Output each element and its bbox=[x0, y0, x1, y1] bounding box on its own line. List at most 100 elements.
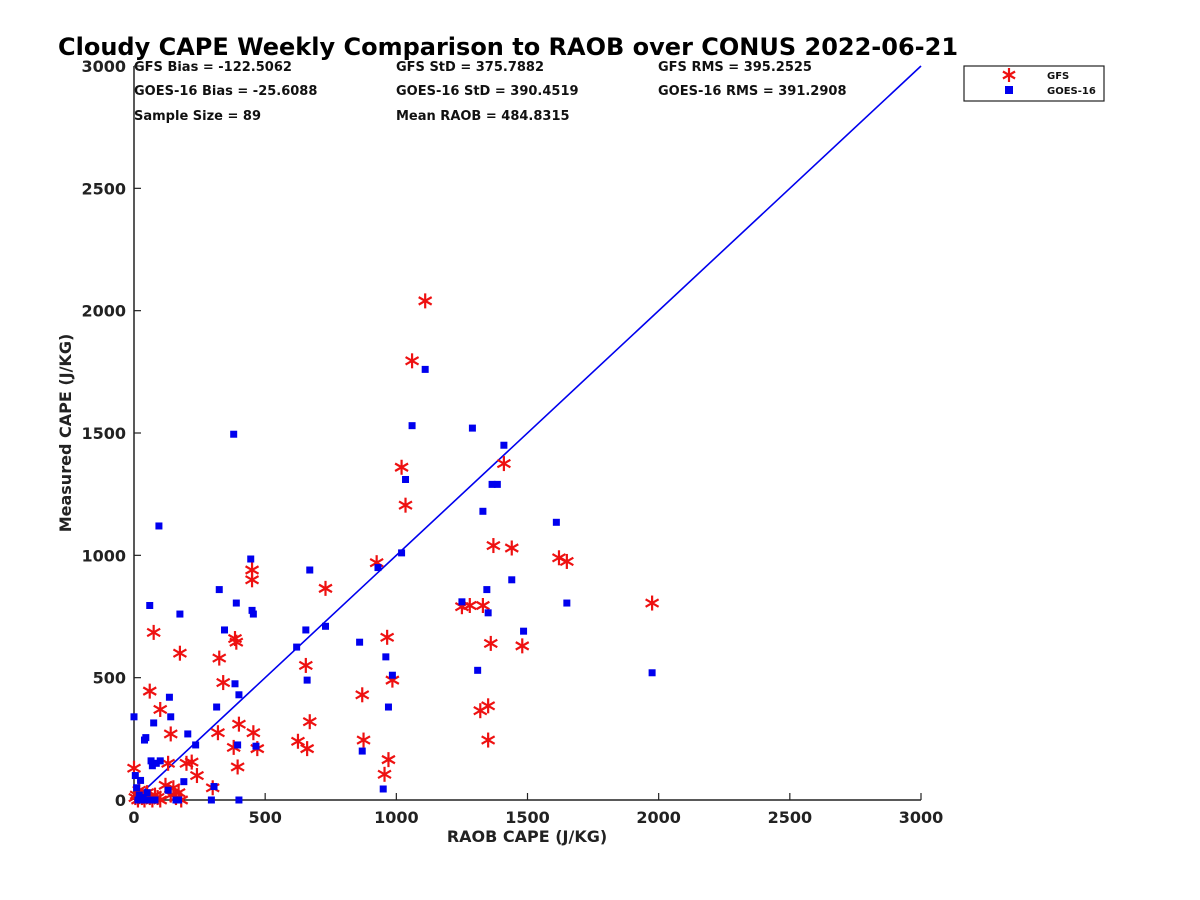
goes-point bbox=[356, 638, 364, 646]
y-tick-label: 2500 bbox=[81, 179, 126, 198]
goes-point bbox=[483, 586, 491, 594]
x-tick-label: 2000 bbox=[636, 808, 681, 827]
goes-point bbox=[215, 586, 223, 594]
goes-point bbox=[520, 627, 528, 635]
goes-point bbox=[479, 507, 487, 515]
goes-point bbox=[137, 776, 145, 784]
gfs-point bbox=[142, 683, 157, 699]
gfs-point bbox=[380, 629, 395, 645]
x-tick-label: 1000 bbox=[374, 808, 419, 827]
goes-point bbox=[303, 676, 311, 684]
gfs-point bbox=[462, 597, 477, 613]
goes-point bbox=[230, 430, 238, 438]
gfs-point bbox=[298, 657, 313, 673]
gfs-point bbox=[153, 701, 168, 717]
y-tick-label: 2000 bbox=[81, 302, 126, 321]
gfs-point bbox=[475, 597, 490, 613]
goes-point bbox=[130, 713, 138, 721]
goes-point bbox=[249, 610, 257, 618]
y-tick-label: 500 bbox=[93, 669, 126, 688]
y-tick-label: 0 bbox=[115, 791, 126, 810]
gfs-point bbox=[210, 725, 225, 741]
y-tick-label: 1500 bbox=[81, 424, 126, 443]
goes-point bbox=[213, 703, 221, 711]
legend-gfs-label: GFS bbox=[1047, 71, 1069, 82]
x-tick-label: 1500 bbox=[505, 808, 550, 827]
goes-series bbox=[130, 365, 656, 804]
goes-point bbox=[235, 796, 243, 804]
y-axis-label: Measured CAPE (J/KG) bbox=[56, 334, 75, 533]
gfs-point bbox=[398, 497, 413, 513]
goes-point bbox=[468, 424, 476, 432]
goes-point bbox=[293, 643, 301, 651]
x-tick-label: 3000 bbox=[899, 808, 944, 827]
gfs-series bbox=[126, 293, 660, 808]
gfs-point bbox=[486, 538, 501, 554]
goes-point bbox=[379, 785, 387, 793]
goes-point bbox=[421, 365, 429, 373]
goes-point bbox=[232, 599, 240, 607]
goes-point bbox=[322, 622, 330, 630]
goes-point bbox=[142, 734, 150, 742]
goes-point bbox=[133, 784, 141, 792]
goes-point bbox=[398, 549, 406, 557]
x-tick-label: 500 bbox=[248, 808, 281, 827]
gfs-point bbox=[189, 768, 205, 784]
gfs-point bbox=[184, 754, 199, 770]
stat-goes-rms: GOES-16 RMS = 391.2908 bbox=[658, 84, 847, 99]
goes-point bbox=[374, 564, 382, 572]
goes-point bbox=[131, 772, 139, 780]
goes-point bbox=[167, 713, 175, 721]
legend: GFS GOES-16 bbox=[963, 65, 1105, 102]
goes-point bbox=[508, 576, 516, 584]
goes-point bbox=[221, 626, 229, 634]
stat-mean-raob: Mean RAOB = 484.8315 bbox=[396, 109, 570, 124]
gfs-point bbox=[377, 766, 392, 782]
goes-point bbox=[493, 480, 501, 488]
stat-goes-std: GOES-16 StD = 390.4519 bbox=[396, 84, 579, 99]
goes-point bbox=[306, 566, 314, 574]
y-tick-label: 3000 bbox=[81, 57, 126, 76]
goes-point bbox=[135, 791, 143, 799]
goes-point bbox=[235, 691, 243, 699]
gfs-point bbox=[481, 698, 496, 714]
goes-point bbox=[382, 653, 390, 661]
legend-goes-marker bbox=[1005, 86, 1013, 94]
one-to-one-line bbox=[133, 65, 922, 801]
gfs-point bbox=[302, 714, 317, 730]
gfs-point bbox=[496, 456, 511, 472]
goes-point bbox=[648, 669, 656, 677]
gfs-point bbox=[290, 733, 306, 749]
stat-gfs-bias: GFS Bias = -122.5062 bbox=[134, 60, 292, 75]
goes-point bbox=[384, 703, 392, 711]
reference-line-group bbox=[133, 65, 922, 801]
gfs-point bbox=[246, 725, 261, 741]
goes-point bbox=[148, 762, 156, 770]
goes-point bbox=[155, 522, 163, 530]
gfs-point bbox=[473, 703, 488, 719]
gfs-point bbox=[394, 459, 409, 475]
gfs-point bbox=[356, 732, 371, 748]
gfs-point bbox=[231, 716, 246, 732]
gfs-point bbox=[161, 755, 176, 771]
gfs-point bbox=[229, 634, 244, 650]
gfs-point bbox=[481, 732, 496, 748]
goes-point bbox=[302, 626, 310, 634]
goes-point bbox=[388, 671, 396, 679]
goes-point bbox=[210, 783, 218, 791]
legend-gfs-asterisk bbox=[1002, 68, 1016, 82]
goes-point bbox=[144, 796, 152, 804]
goes-point bbox=[146, 601, 154, 609]
goes-point bbox=[165, 693, 173, 701]
goes-point bbox=[247, 555, 255, 563]
x-tick-label: 2500 bbox=[768, 808, 813, 827]
axes: 0 500 1000 1500 2000 2500 3000 0 500 1000 1500 2000… bbox=[81, 57, 943, 827]
legend-gfs-marker bbox=[1002, 68, 1016, 82]
goes-point bbox=[484, 609, 492, 617]
y-tick-label: 1000 bbox=[81, 546, 126, 565]
goes-point bbox=[207, 796, 215, 804]
gfs-point bbox=[146, 624, 161, 640]
goes-point bbox=[458, 598, 466, 606]
goes-point bbox=[139, 794, 147, 802]
gfs-point bbox=[418, 293, 433, 309]
